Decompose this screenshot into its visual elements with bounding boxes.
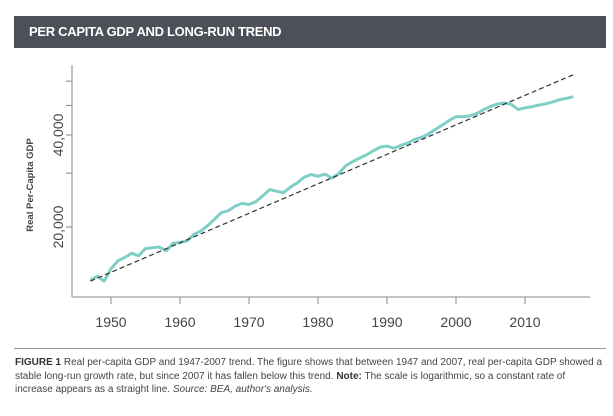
y-tick-label: 40,000 [50,113,66,156]
y-axis-label: Real Per-Capita GDP [25,138,36,232]
caption-source: Source: BEA, author's analysis. [172,384,313,395]
caption-text: Real per-capita GDP and 1947-2007 trend.… [15,357,603,382]
figure-caption: FIGURE 1 Real per-capita GDP and 1947-20… [15,356,605,397]
y-tick-label: 20,000 [50,205,66,248]
chart-header: PER CAPITA GDP AND LONG-RUN TREND [14,16,606,48]
caption-note-label: Note: [336,370,362,382]
chart: 20,000 40,000 1950 1960 1970 1980 1990 2000 2010… [25,65,590,330]
gdp-series-line [89,95,574,283]
x-tick-label: 1970 [233,314,264,330]
x-tick-label: 1950 [95,314,126,330]
caption-note-text: The scale is logarithmic, so a constant … [15,370,566,396]
chart-title: PER CAPITA GDP AND LONG-RUN TREND [29,24,282,39]
x-tick-label: 1980 [302,314,333,330]
x-tick-label: 2000 [440,314,471,330]
caption-label: FIGURE 1 [15,357,62,368]
x-tick-label: 1990 [371,314,402,330]
x-tick-label: 2010 [509,314,540,330]
x-tick-label: 1960 [164,314,195,330]
divider [14,348,606,349]
